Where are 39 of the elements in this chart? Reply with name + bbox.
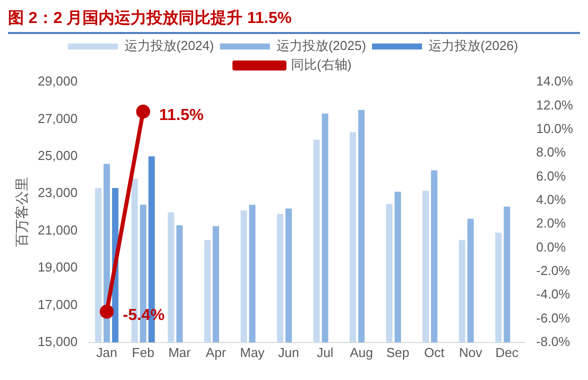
legend-label: 运力投放(2024) [124, 38, 214, 54]
y2-tick-label: 12.0% [536, 97, 574, 112]
x-tick-label: Oct [424, 344, 445, 360]
x-tick-label: May [240, 344, 266, 360]
y-tick-label: 17,000 [38, 296, 78, 312]
x-tick-label: Sep [386, 344, 410, 360]
y2-tick-label: -6.0% [536, 310, 571, 326]
x-tick-label: Jan [96, 344, 118, 360]
y2-tick-label: 10.0% [536, 120, 574, 136]
legend-label: 同比(右轴) [290, 57, 352, 72]
y-tick-label: 15,000 [38, 334, 78, 349]
x-tick-label: Feb [132, 344, 154, 360]
y-axis-title: 百万客公里 [13, 177, 30, 248]
y2-tick-label: 4.0% [536, 192, 566, 207]
x-tick-label: Apr [206, 344, 227, 360]
x-tick-label: Jun [278, 344, 300, 360]
y2-tick-label: 0.0% [536, 239, 566, 254]
x-tick-label: Jul [316, 344, 334, 360]
y-tick-label: 21,000 [38, 222, 78, 238]
y2-tick-label: 14.0% [536, 74, 574, 89]
y-tick-label: 25,000 [38, 148, 78, 163]
y2-tick-label: -2.0% [536, 262, 571, 278]
y2-tick-label: 2.0% [536, 216, 566, 231]
data-label: 11.5% [159, 106, 204, 124]
legend-label: 运力投放(2026) [428, 38, 518, 54]
legend-label: 运力投放(2025) [276, 38, 366, 54]
chart-title: 图 2：2 月国内运力投放同比提升 11.5% [8, 8, 580, 34]
x-tick-label: Dec [495, 344, 520, 360]
y-tick-label: 23,000 [38, 185, 78, 200]
x-tick-label: Mar [168, 344, 192, 360]
y2-tick-label: 8.0% [536, 144, 566, 160]
y-tick-label: 27,000 [38, 110, 78, 126]
y2-tick-label: 6.0% [536, 168, 566, 184]
y2-tick-label: -8.0% [536, 334, 571, 349]
y-tick-label: 29,000 [38, 74, 78, 89]
x-tick-label: Aug [350, 344, 373, 360]
y-tick-label: 19,000 [38, 260, 78, 275]
y2-tick-label: -4.0% [536, 286, 571, 302]
x-tick-label: Nov [459, 344, 483, 360]
